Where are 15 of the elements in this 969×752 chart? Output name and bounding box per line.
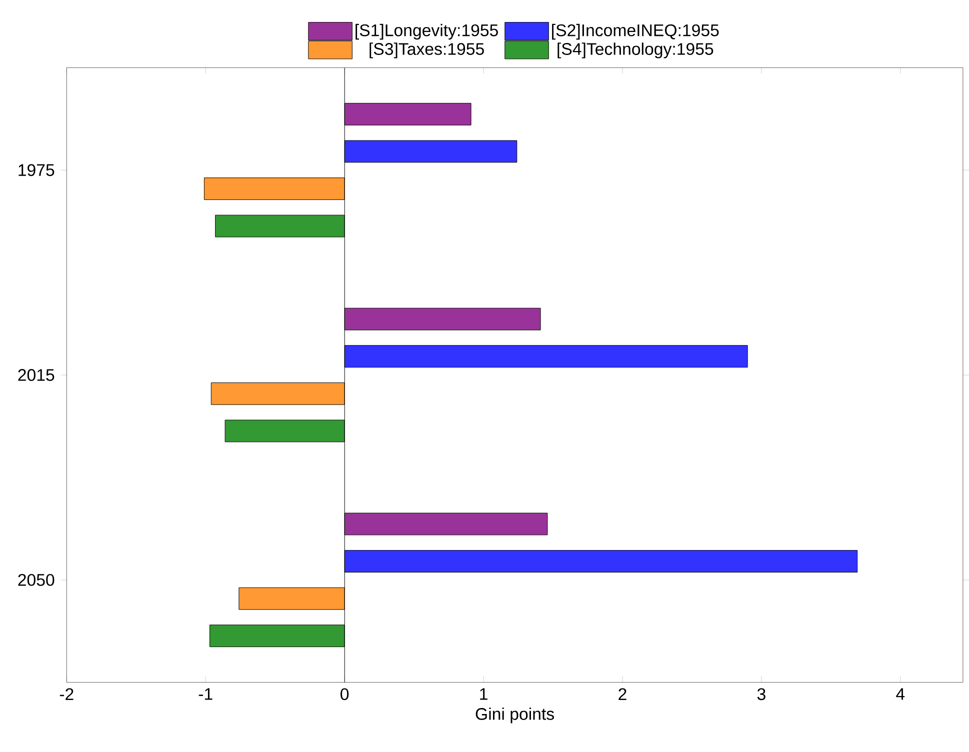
y-tick-label: 2015 (18, 369, 54, 381)
legend-label: [S3]Taxes:1955 (370, 42, 484, 58)
legend-label: [S4]Technology:1955 (558, 42, 714, 58)
legend-label: [S1]Longevity:1955 (356, 24, 498, 40)
legend-label: [S2]IncomeINEQ:1955 (552, 24, 719, 40)
x-tick-label: 0 (340, 688, 349, 700)
x-tick-label: 2 (618, 688, 626, 700)
x-tick-label: 1 (480, 688, 488, 700)
y-tick-label: 2050 (18, 574, 54, 586)
x-axis-title: Gini points (476, 708, 554, 724)
y-tick-label: 1975 (18, 164, 54, 176)
x-tick-label: -2 (60, 688, 74, 700)
x-tick-label: 3 (757, 688, 766, 700)
x-tick-label: 4 (896, 688, 905, 700)
x-tick-label: -1 (198, 688, 212, 700)
